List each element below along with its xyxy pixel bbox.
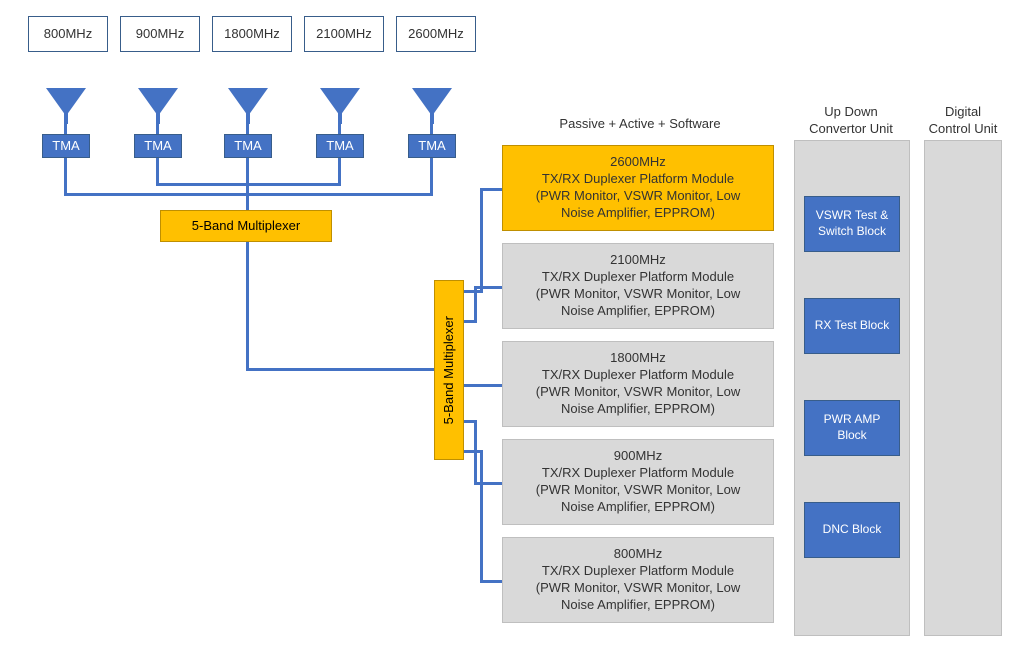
tma-label: TMA bbox=[326, 138, 353, 155]
duplexer-module-2600: 2600MHz TX/RX Duplexer Platform Module (… bbox=[502, 145, 774, 231]
module-line3: (PWR Monitor, VSWR Monitor, Low bbox=[536, 580, 740, 597]
connector bbox=[464, 320, 474, 323]
module-line2: TX/RX Duplexer Platform Module bbox=[536, 367, 740, 384]
module-line2: TX/RX Duplexer Platform Module bbox=[536, 563, 740, 580]
duplexer-module-2100: 2100MHz TX/RX Duplexer Platform Module (… bbox=[502, 243, 774, 329]
connector bbox=[474, 286, 477, 323]
connector bbox=[246, 193, 433, 196]
digital-control-unit bbox=[924, 140, 1002, 636]
duplexer-module-800: 800MHz TX/RX Duplexer Platform Module (P… bbox=[502, 537, 774, 623]
module-freq: 2600MHz bbox=[536, 154, 740, 171]
tma-label: TMA bbox=[418, 138, 445, 155]
connector bbox=[338, 158, 341, 186]
pwr-amp-block: PWR AMP Block bbox=[804, 400, 900, 456]
connector bbox=[246, 183, 249, 210]
header-updown: Up Down Convertor Unit bbox=[792, 104, 910, 138]
tma-label: TMA bbox=[234, 138, 261, 155]
module-freq: 800MHz bbox=[536, 546, 740, 563]
dnc-block: DNC Block bbox=[804, 502, 900, 558]
connector bbox=[430, 120, 433, 134]
antenna-icon bbox=[138, 88, 178, 124]
module-line4: Noise Amplifier, EPPROM) bbox=[536, 303, 740, 320]
header-digital: Digital Control Unit bbox=[918, 104, 1008, 138]
connector bbox=[464, 420, 474, 423]
module-freq: 1800MHz bbox=[536, 350, 740, 367]
freq-label: 2600MHz bbox=[408, 26, 464, 43]
module-line3: (PWR Monitor, VSWR Monitor, Low bbox=[536, 188, 740, 205]
connector bbox=[464, 384, 502, 387]
rx-test-block: RX Test Block bbox=[804, 298, 900, 354]
mux-label: 5-Band Multiplexer bbox=[441, 316, 458, 424]
module-line4: Noise Amplifier, EPPROM) bbox=[536, 597, 740, 614]
antenna-icon bbox=[412, 88, 452, 124]
connector bbox=[156, 158, 159, 186]
module-line2: TX/RX Duplexer Platform Module bbox=[536, 465, 740, 482]
antenna-icon bbox=[228, 88, 268, 124]
module-line4: Noise Amplifier, EPPROM) bbox=[536, 401, 740, 418]
duplexer-module-900: 900MHz TX/RX Duplexer Platform Module (P… bbox=[502, 439, 774, 525]
tma-box: TMA bbox=[224, 134, 272, 158]
multiplexer-vertical: 5-Band Multiplexer bbox=[434, 280, 464, 460]
connector bbox=[480, 580, 502, 583]
tma-label: TMA bbox=[144, 138, 171, 155]
connector bbox=[338, 120, 341, 134]
freq-box-1800: 1800MHz bbox=[212, 16, 292, 52]
module-line3: (PWR Monitor, VSWR Monitor, Low bbox=[536, 384, 740, 401]
connector bbox=[156, 120, 159, 134]
module-freq: 2100MHz bbox=[536, 252, 740, 269]
module-line2: TX/RX Duplexer Platform Module bbox=[536, 171, 740, 188]
connector bbox=[246, 368, 434, 371]
tma-box: TMA bbox=[134, 134, 182, 158]
freq-box-2600: 2600MHz bbox=[396, 16, 476, 52]
connector bbox=[156, 183, 246, 186]
tma-box: TMA bbox=[316, 134, 364, 158]
freq-label: 900MHz bbox=[136, 26, 184, 43]
freq-box-900: 900MHz bbox=[120, 16, 200, 52]
connector bbox=[64, 158, 67, 196]
connector bbox=[246, 120, 249, 134]
connector bbox=[474, 286, 502, 289]
vswr-test-block: VSWR Test & Switch Block bbox=[804, 196, 900, 252]
freq-box-2100: 2100MHz bbox=[304, 16, 384, 52]
connector bbox=[480, 188, 483, 290]
antenna-icon bbox=[320, 88, 360, 124]
module-freq: 900MHz bbox=[536, 448, 740, 465]
tma-label: TMA bbox=[52, 138, 79, 155]
freq-label: 1800MHz bbox=[224, 26, 280, 43]
header-passive: Passive + Active + Software bbox=[540, 116, 740, 133]
connector bbox=[480, 188, 502, 191]
freq-label: 800MHz bbox=[44, 26, 92, 43]
connector bbox=[246, 242, 249, 368]
connector bbox=[64, 120, 67, 134]
connector bbox=[64, 193, 246, 196]
module-line3: (PWR Monitor, VSWR Monitor, Low bbox=[536, 286, 740, 303]
freq-box-800: 800MHz bbox=[28, 16, 108, 52]
module-line4: Noise Amplifier, EPPROM) bbox=[536, 499, 740, 516]
connector bbox=[474, 482, 502, 485]
connector bbox=[246, 183, 341, 186]
antenna-icon bbox=[46, 88, 86, 124]
mux-label: 5-Band Multiplexer bbox=[192, 218, 300, 235]
module-line4: Noise Amplifier, EPPROM) bbox=[536, 205, 740, 222]
connector bbox=[430, 158, 433, 196]
tma-box: TMA bbox=[408, 134, 456, 158]
module-line2: TX/RX Duplexer Platform Module bbox=[536, 269, 740, 286]
module-line3: (PWR Monitor, VSWR Monitor, Low bbox=[536, 482, 740, 499]
duplexer-module-1800: 1800MHz TX/RX Duplexer Platform Module (… bbox=[502, 341, 774, 427]
multiplexer-horizontal: 5-Band Multiplexer bbox=[160, 210, 332, 242]
connector bbox=[480, 450, 483, 580]
freq-label: 2100MHz bbox=[316, 26, 372, 43]
tma-box: TMA bbox=[42, 134, 90, 158]
